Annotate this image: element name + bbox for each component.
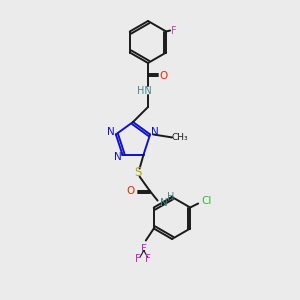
Text: HN: HN [136, 86, 152, 96]
Text: N: N [113, 152, 121, 162]
Text: H: H [167, 192, 174, 202]
Text: O: O [127, 186, 135, 196]
Text: N: N [160, 198, 167, 208]
Text: O: O [160, 71, 168, 81]
Text: CH₃: CH₃ [172, 133, 188, 142]
Text: F: F [135, 254, 141, 263]
Text: N: N [107, 128, 115, 137]
Text: F: F [171, 26, 177, 35]
Text: F: F [145, 254, 151, 263]
Text: Cl: Cl [201, 196, 211, 206]
Text: N: N [151, 128, 159, 137]
Text: S: S [134, 166, 141, 179]
Text: F: F [141, 244, 147, 254]
